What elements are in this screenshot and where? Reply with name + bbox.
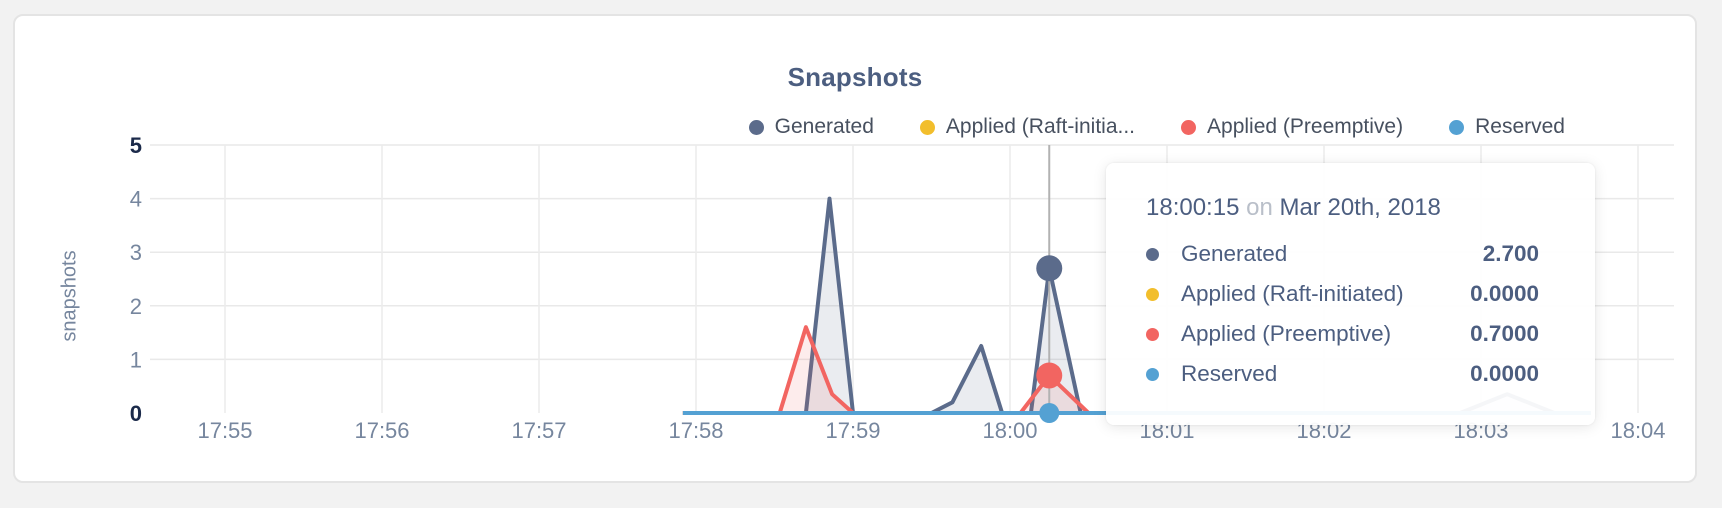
tooltip-row: Generated 2.700 bbox=[1146, 234, 1539, 274]
x-tick-label: 17:58 bbox=[668, 418, 723, 443]
tooltip-series-label: Generated bbox=[1181, 241, 1288, 266]
tooltip-rows: Generated 2.700 Applied (Raft-initiated)… bbox=[1146, 234, 1539, 394]
tooltip-row: Applied (Preemptive) 0.7000 bbox=[1146, 314, 1539, 354]
tooltip-series-value: 2.700 bbox=[1482, 241, 1539, 266]
x-tick-label: 17:59 bbox=[825, 418, 880, 443]
legend-label: Generated bbox=[774, 115, 874, 138]
series-swatch-icon bbox=[1146, 247, 1159, 261]
highlight-dot-reserved[interactable] bbox=[1039, 403, 1060, 423]
tooltip-series-value: 0.7000 bbox=[1470, 321, 1539, 346]
legend-label: Applied (Preemptive) bbox=[1207, 115, 1404, 138]
chart-tooltip: 18:00:15 on Mar 20th, 2018 Generated 2.7… bbox=[1106, 163, 1595, 425]
legend-swatch-icon bbox=[919, 119, 935, 135]
x-tick-label: 17:56 bbox=[354, 418, 409, 443]
series-swatch-icon bbox=[1146, 287, 1159, 301]
tooltip-series-label: Reserved bbox=[1181, 361, 1278, 386]
highlight-dot-applied-preemptive[interactable] bbox=[1036, 362, 1063, 389]
chart-title: Snapshots bbox=[787, 62, 923, 92]
highlight-dot-generated[interactable] bbox=[1036, 255, 1063, 282]
legend-item-applied-raft-initia[interactable]: Applied (Raft-initia... bbox=[919, 115, 1136, 139]
tooltip-series-label: Applied (Preemptive) bbox=[1181, 321, 1392, 346]
legend-swatch-icon bbox=[1449, 119, 1465, 135]
legend-swatch-icon bbox=[1181, 119, 1197, 135]
y-tick-label: 2 bbox=[130, 294, 142, 319]
legend-item-generated[interactable]: Generated bbox=[748, 115, 874, 139]
tooltip-conjunction: on bbox=[1246, 194, 1273, 221]
y-tick-label: 1 bbox=[130, 347, 142, 372]
legend-item-reserved[interactable]: Reserved bbox=[1449, 115, 1565, 139]
series-swatch-icon bbox=[1146, 327, 1159, 341]
tooltip-title: 18:00:15 on Mar 20th, 2018 bbox=[1146, 194, 1539, 222]
legend-item-applied-preemptive[interactable]: Applied (Preemptive) bbox=[1181, 115, 1403, 139]
tooltip-row: Applied (Raft-initiated) 0.0000 bbox=[1146, 274, 1539, 314]
x-tick-label: 18:04 bbox=[1610, 418, 1665, 443]
chart-legend: Generated Applied (Raft-initia... Applied … bbox=[748, 115, 1565, 139]
tooltip-series-value: 0.0000 bbox=[1470, 281, 1539, 306]
series-swatch-icon bbox=[1146, 367, 1159, 381]
x-tick-label: 18:00 bbox=[982, 418, 1037, 443]
tooltip-series-label: Applied (Raft-initiated) bbox=[1181, 281, 1404, 306]
tooltip-date: Mar 20th, 2018 bbox=[1279, 194, 1441, 221]
legend-swatch-icon bbox=[748, 119, 764, 135]
legend-label: Reserved bbox=[1475, 115, 1565, 138]
tooltip-row: Reserved 0.0000 bbox=[1146, 354, 1539, 394]
x-tick-label: 17:55 bbox=[197, 418, 252, 443]
tooltip-series-value: 0.0000 bbox=[1470, 361, 1539, 386]
legend-label: Applied (Raft-initia... bbox=[945, 115, 1136, 138]
x-tick-label: 17:57 bbox=[511, 418, 566, 443]
y-tick-label: 3 bbox=[130, 240, 142, 265]
y-tick-label: 4 bbox=[130, 187, 142, 212]
y-tick-label: 5 bbox=[130, 133, 142, 158]
tooltip-time: 18:00:15 bbox=[1146, 194, 1240, 221]
y-tick-label: 0 bbox=[130, 401, 142, 426]
